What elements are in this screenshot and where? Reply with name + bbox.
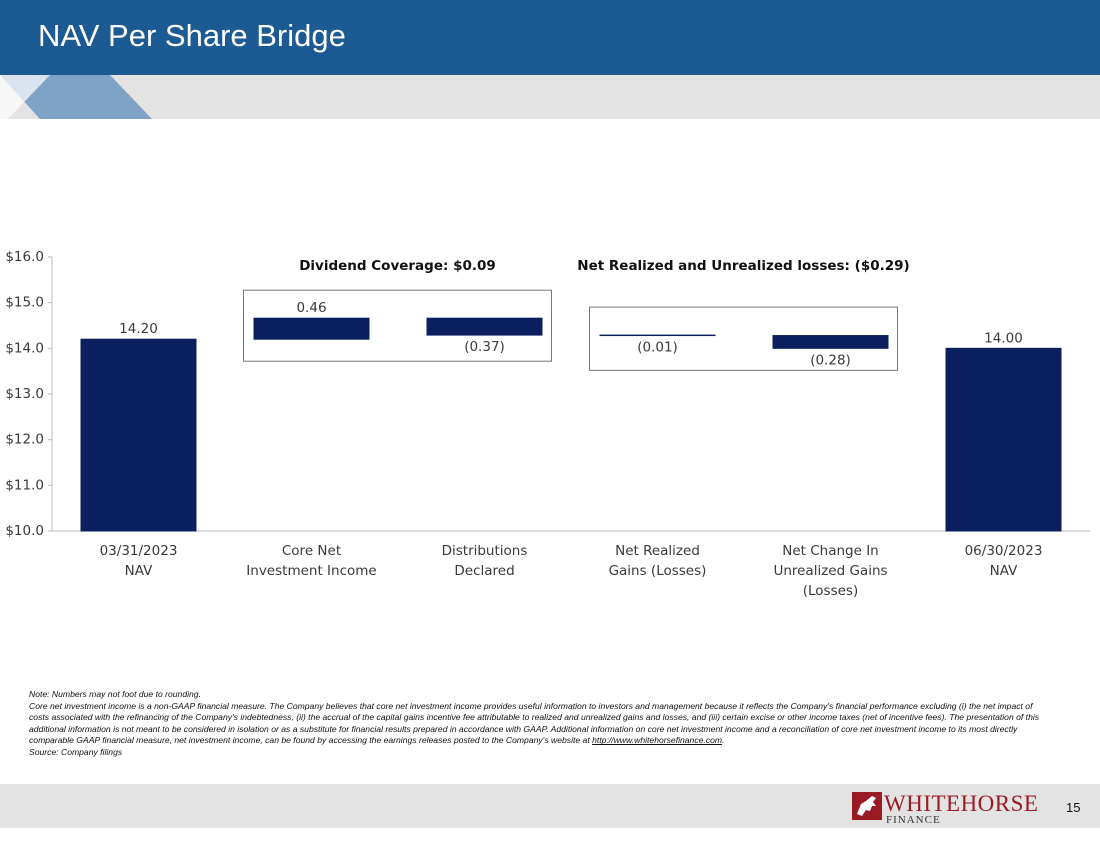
annotation: Dividend Coverage: $0.09 — [299, 258, 496, 274]
header-band — [0, 0, 1100, 75]
value-label: 0.46 — [296, 300, 326, 316]
chart: $10.0 $11.0 $12.0 $13.0 $14.0 $15.0 $16.0 14.20… — [5, 249, 1090, 599]
value-label: (0.37) — [464, 339, 505, 355]
value-label: (0.28) — [810, 352, 851, 368]
header-subband — [0, 75, 1100, 119]
value-label: 14.20 — [119, 321, 158, 337]
y-tick-label: $15.0 — [5, 295, 44, 311]
x-tick-label: Gains (Losses) — [609, 563, 707, 579]
x-tick-label: Core Net — [282, 543, 341, 559]
x-tick-label: NAV — [990, 563, 1018, 579]
x-tick-label: NAV — [125, 563, 153, 579]
logo-sub: FINANCE — [886, 814, 941, 826]
notes: Note: Numbers may not foot due to roundi… — [29, 689, 1049, 759]
page-number: 15 — [1066, 800, 1081, 815]
x-tick-label: Net Realized — [615, 543, 700, 559]
note-core-text: Core net investment income is a non-GAAP… — [29, 700, 1040, 746]
website-link[interactable]: http://www.whitehorsefinance.com — [592, 735, 723, 746]
bar — [945, 347, 1062, 532]
bar — [426, 317, 543, 336]
value-label: (0.01) — [637, 340, 678, 356]
annotation: Net Realized and Unrealized losses: ($0.… — [577, 258, 909, 274]
y-tick-label: $10.0 — [5, 523, 44, 539]
slide-title: NAV Per Share Bridge — [38, 18, 346, 53]
y-tick-label: $13.0 — [5, 386, 44, 402]
x-tick-label: 03/31/2023 — [100, 543, 178, 559]
y-tick-label: $11.0 — [5, 477, 44, 493]
annotation-box — [243, 289, 552, 362]
x-tick-label: Net Change In — [782, 543, 879, 559]
note-source: Source: Company filings — [29, 746, 123, 757]
note-core: Core net investment income is a non-GAAP… — [29, 701, 1049, 747]
footer-band — [0, 784, 1100, 828]
x-tick-label: (Losses) — [803, 583, 858, 599]
logo-name: WHITEHORSE — [884, 791, 1039, 816]
bar — [80, 338, 197, 532]
bar — [253, 317, 370, 340]
x-tick-label: Unrealized Gains — [773, 563, 887, 579]
y-tick-label: $14.0 — [5, 340, 44, 356]
value-label: 14.00 — [984, 330, 1023, 346]
header-decoration — [0, 75, 152, 119]
x-tick-label: 06/30/2023 — [965, 543, 1043, 559]
bar — [772, 335, 889, 349]
logo-icon — [852, 792, 882, 820]
y-tick-label: $16.0 — [5, 249, 44, 265]
y-tick-label: $12.0 — [5, 432, 44, 448]
x-tick-label: Declared — [454, 563, 514, 579]
logo: WHITEHORSE FINANCE — [884, 791, 1039, 826]
x-tick-label: Investment Income — [246, 563, 376, 579]
annotation-box — [589, 306, 898, 371]
note-core-end: . — [722, 735, 725, 746]
x-tick-label: Distributions — [442, 543, 528, 559]
note-rounding: Note: Numbers may not foot due to roundi… — [29, 689, 201, 699]
